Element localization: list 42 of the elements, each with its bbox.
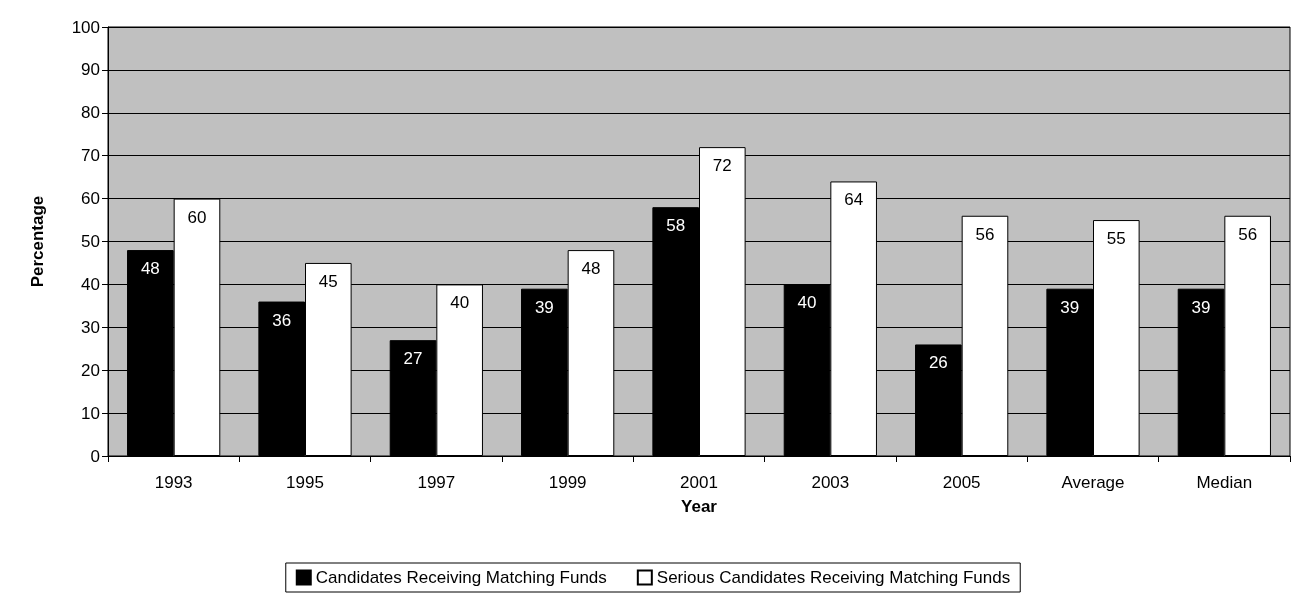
data-label: 39 [534,297,554,317]
x-tick-label: Average [1061,473,1125,492]
data-label: 39 [1191,297,1211,317]
data-label: 26 [928,353,948,373]
x-tick-label: 1999 [548,473,587,492]
y-tick-label: 30 [81,317,100,337]
y-tick-label: 50 [81,232,100,251]
data-label: 60 [187,207,207,227]
data-label: 72 [712,156,732,176]
y-tick-label: 100 [71,17,100,37]
y-axis-title: Percentage [28,195,47,288]
data-label: 56 [1238,224,1258,244]
x-axis-title: Year [681,497,718,516]
y-tick-label: 20 [81,360,100,380]
y-tick-label: 0 [90,446,100,466]
data-label: 48 [140,259,160,279]
data-label: 40 [797,293,817,313]
data-label: 45 [318,271,338,291]
x-tick-label: Median [1196,473,1253,492]
data-label: 48 [581,259,601,279]
data-label: 55 [1106,229,1126,249]
x-tick-label: 1997 [417,473,456,492]
y-tick-label: 80 [81,103,100,123]
x-tick-label: 2005 [942,473,981,492]
x-tick-label: 1993 [154,473,193,492]
y-tick-label: 60 [81,189,100,209]
y-tick-label: 40 [81,274,100,294]
x-tick-label: 1995 [286,473,324,492]
data-label: 36 [272,310,292,330]
x-tick-label: 2003 [811,473,850,492]
data-label: 27 [403,349,423,369]
legend-label: Serious Candidates Receiving Matching Funds [656,568,1011,587]
x-tick-label: 2001 [680,473,718,492]
data-label: 64 [844,190,864,210]
data-label: 40 [450,293,470,313]
y-tick-label: 10 [81,403,100,423]
data-label: 56 [975,224,995,244]
y-tick-label: 70 [81,146,100,166]
data-label: 39 [1060,297,1080,317]
y-tick-label: 90 [81,60,100,80]
data-label: 58 [666,216,686,236]
legend-label: Candidates Receiving Matching Funds [315,568,607,587]
